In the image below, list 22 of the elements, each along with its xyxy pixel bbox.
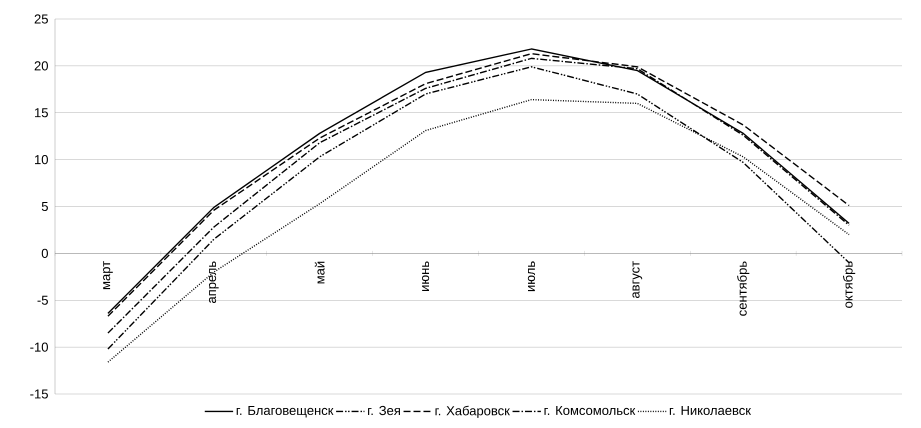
y-tick-label: 0 [42,248,48,258]
legend-label: г. Благовещенск [236,406,334,418]
x-tick-label: июнь [422,261,430,291]
x-tick-label: апрель [208,261,219,304]
y-tick-label: 5 [42,202,48,212]
x-tick-label: август [632,261,642,298]
y-tick-label: 10 [34,155,48,164]
legend-label: г. Комсомольск [544,406,636,416]
y-tick-label: -15 [30,389,48,399]
x-tick-label: июль [528,261,536,292]
y-tick-label: 15 [34,108,48,118]
y-tick-label: 25 [34,14,48,24]
x-tick-label: май [314,262,325,284]
x-tick-label: октябрь [842,261,856,308]
y-tick-label: -10 [30,342,48,352]
legend-label: г. Зея [368,406,400,416]
y-tick-label: -5 [37,296,48,305]
legend-label: г. Николаевск [670,406,752,416]
x-tick-label: сентябрь [737,261,750,316]
y-tick-label: 20 [34,61,48,70]
x-tick-label: март [103,261,113,290]
legend-label: г. Хабаровск [435,406,510,418]
